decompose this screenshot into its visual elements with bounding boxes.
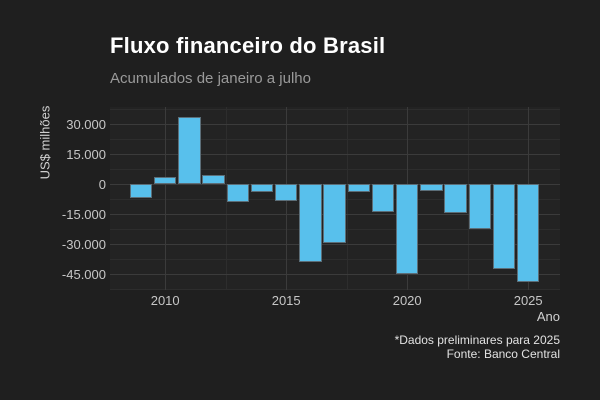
x-axis-title: Ano	[536, 309, 560, 324]
y-minor-gridline	[110, 139, 560, 140]
bar-2019	[371, 184, 395, 212]
y-major-gridline	[110, 244, 560, 245]
bar-2010	[153, 176, 177, 184]
bar-2018	[347, 184, 371, 193]
x-major-gridline	[165, 107, 166, 290]
bar-2016	[299, 184, 322, 262]
bar-2020	[395, 184, 419, 275]
x-tick-label-2010: 2010	[150, 293, 180, 308]
bar-2015	[274, 184, 298, 201]
bar-2021	[420, 184, 443, 192]
y-tick-label--30000: -30.000	[61, 237, 106, 252]
caption: *Dados preliminares para 2025 Fonte: Ban…	[210, 333, 560, 361]
x-tick-label-2020: 2020	[392, 293, 422, 308]
bar-2013	[226, 184, 250, 202]
x-minor-gridline	[347, 107, 348, 290]
y-tick-label-0: 0	[98, 177, 106, 192]
y-tick-label--45000: -45.000	[61, 267, 106, 282]
y-major-gridline	[110, 274, 560, 275]
chart-title: Fluxo financeiro do Brasil	[110, 33, 386, 58]
plot-panel	[110, 107, 560, 290]
bar-2009	[129, 184, 153, 198]
y-minor-gridline	[110, 289, 560, 290]
chart-subtitle: Acumulados de janeiro a julho	[110, 70, 311, 87]
y-major-gridline	[110, 154, 560, 155]
bar-2025	[516, 184, 540, 282]
y-major-gridline	[110, 124, 560, 125]
y-minor-gridline	[110, 259, 560, 260]
bar-2012	[202, 175, 225, 184]
y-tick-label--15000: -15.000	[61, 207, 106, 222]
y-tick-label-30000: 30.000	[66, 117, 106, 132]
bar-2023	[468, 184, 492, 230]
bar-2024	[492, 184, 516, 270]
caption-line-2: Fonte: Banco Central	[446, 347, 560, 361]
caption-line-1: *Dados preliminares para 2025	[394, 333, 560, 347]
bar-2022	[444, 184, 467, 214]
bar-2011	[178, 117, 201, 184]
x-tick-label-2025: 2025	[513, 293, 543, 308]
bar-2017	[323, 184, 346, 244]
y-minor-gridline	[110, 169, 560, 170]
y-axis-title: US$ milhões	[37, 105, 53, 180]
y-minor-gridline	[110, 109, 560, 110]
y-tick-label-15000: 15.000	[66, 147, 106, 162]
x-tick-label-2015: 2015	[271, 293, 301, 308]
bar-2014	[250, 184, 274, 192]
